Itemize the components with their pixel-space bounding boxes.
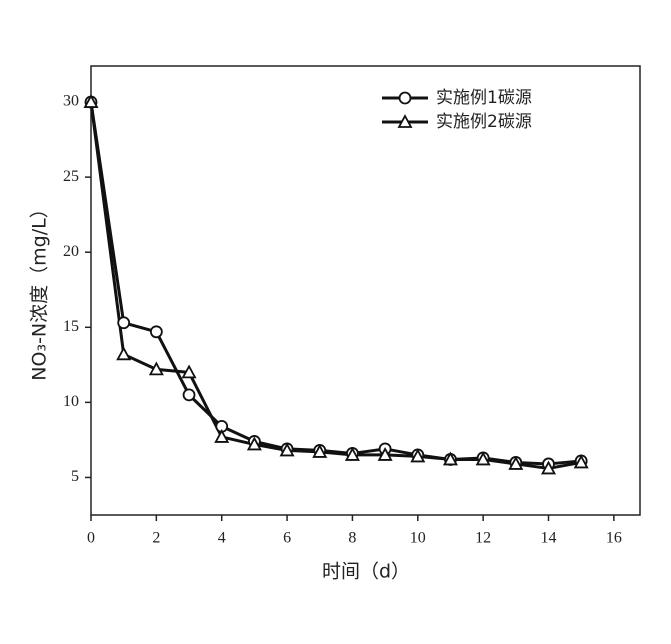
legend-marker — [398, 91, 412, 105]
data-point — [442, 451, 458, 466]
x-tick-label: 16 — [606, 530, 622, 547]
x-tick-label: 14 — [541, 530, 557, 547]
x-tick-label: 6 — [283, 530, 291, 547]
y-axis-label: NO₃-N浓度（mg/L） — [29, 199, 51, 380]
data-point — [246, 436, 262, 451]
data-point — [573, 454, 589, 469]
data-point — [344, 447, 360, 461]
legend-marker — [397, 114, 413, 128]
legend-label: 实施例1碳源 — [436, 88, 532, 108]
y-tick-label: 15 — [63, 318, 79, 335]
data-point — [279, 442, 295, 457]
x-tick-label: 10 — [410, 530, 426, 547]
y-tick-label: 30 — [63, 93, 79, 110]
data-point — [410, 448, 426, 463]
y-tick-label: 5 — [71, 468, 79, 485]
data-point — [214, 429, 230, 443]
data-point — [149, 325, 163, 339]
x-tick-label: 8 — [348, 530, 356, 547]
series-line — [89, 101, 582, 466]
x-axis-label: 时间（d） — [322, 561, 410, 583]
x-tick-label: 2 — [152, 530, 160, 547]
plot-frame — [90, 65, 641, 516]
y-tick-label: 10 — [63, 393, 79, 410]
x-tick-label: 0 — [87, 530, 95, 547]
x-tick-label: 12 — [475, 530, 491, 547]
data-point — [377, 447, 393, 461]
data-point — [116, 346, 132, 361]
data-point — [540, 460, 557, 475]
x-tick-label: 4 — [218, 530, 226, 547]
data-point — [475, 451, 491, 466]
y-tick-label: 20 — [63, 243, 79, 260]
data-point — [117, 316, 131, 330]
data-point — [148, 361, 164, 376]
data-point — [182, 388, 196, 402]
legend-label: 实施例2碳源 — [436, 112, 532, 132]
data-point — [312, 444, 328, 458]
data-point — [508, 456, 524, 470]
data-point — [181, 364, 197, 379]
data-point — [83, 94, 99, 108]
series-line — [89, 101, 582, 470]
y-tick-label: 25 — [63, 168, 79, 185]
